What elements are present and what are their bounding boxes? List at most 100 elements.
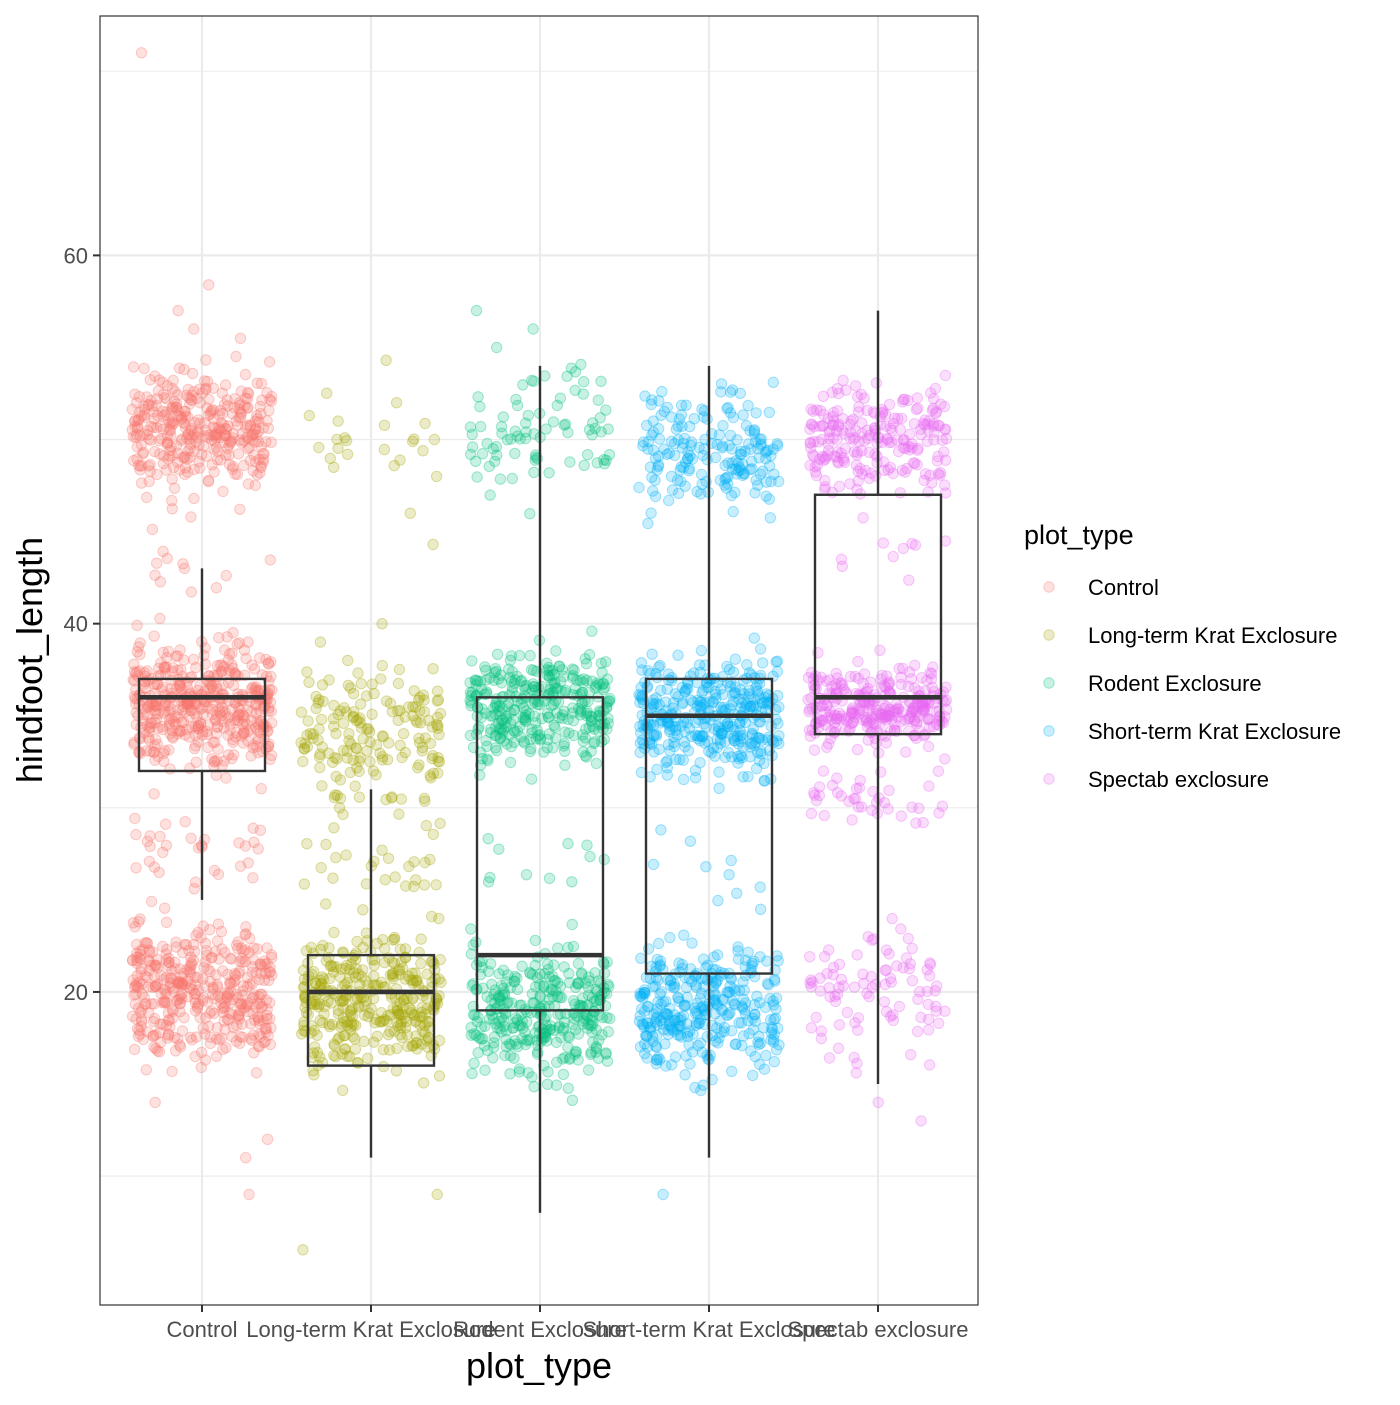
outlier-point: [149, 1096, 161, 1109]
data-point: [177, 416, 190, 429]
data-point: [131, 619, 143, 632]
data-point: [192, 427, 205, 439]
data-point: [680, 399, 692, 411]
data-point: [466, 428, 478, 441]
data-point: [757, 465, 769, 477]
data-point: [254, 824, 267, 836]
data-point: [188, 463, 200, 476]
data-point: [765, 450, 777, 462]
data-point: [802, 672, 815, 684]
outlier-point: [915, 1115, 927, 1127]
data-point: [582, 1064, 595, 1076]
data-point: [679, 432, 691, 445]
data-point: [488, 1031, 501, 1043]
data-point: [248, 836, 260, 848]
data-point: [532, 682, 545, 694]
data-point: [522, 409, 534, 422]
data-point: [142, 732, 155, 744]
data-point: [128, 454, 140, 467]
data-point: [804, 703, 816, 716]
data-point: [160, 661, 172, 673]
data-point: [172, 728, 184, 740]
data-point: [134, 460, 146, 472]
data-point: [213, 421, 225, 434]
outlier-point: [376, 618, 388, 630]
data-point: [177, 451, 189, 464]
data-point: [137, 1033, 150, 1046]
data-point: [197, 920, 210, 932]
data-point: [144, 465, 156, 477]
data-point: [197, 1022, 209, 1035]
data-point: [817, 390, 829, 402]
data-point: [690, 1019, 702, 1031]
data-point: [233, 967, 245, 979]
data-point: [179, 816, 191, 828]
data-point: [424, 853, 436, 866]
data-point: [253, 652, 266, 664]
data-point: [740, 954, 752, 966]
data-point: [215, 992, 227, 1004]
data-point: [252, 425, 265, 438]
data-point: [230, 731, 242, 743]
data-point: [695, 488, 707, 500]
data-point: [808, 744, 821, 756]
data-point: [179, 406, 191, 418]
data-point: [195, 1061, 208, 1074]
data-point: [233, 637, 246, 649]
data-point: [482, 965, 495, 978]
data-point: [684, 835, 697, 847]
data-point: [208, 466, 220, 478]
data-point: [763, 406, 775, 419]
data-point: [376, 659, 388, 672]
data-point: [234, 434, 246, 446]
data-point: [143, 725, 155, 738]
data-point: [245, 683, 258, 695]
data-point: [133, 391, 146, 403]
data-point: [857, 678, 870, 690]
data-point: [649, 474, 661, 486]
data-point: [229, 393, 241, 405]
data-point: [172, 650, 184, 662]
data-point: [331, 753, 343, 765]
data-point: [851, 1057, 863, 1070]
data-point: [188, 416, 201, 429]
data-point: [188, 742, 201, 755]
data-point: [831, 672, 843, 684]
data-point: [161, 429, 174, 441]
data-point: [265, 749, 278, 761]
data-point: [549, 721, 561, 733]
data-point: [303, 409, 315, 422]
data-point: [243, 441, 256, 454]
data-point: [425, 772, 437, 784]
data-point: [327, 872, 339, 884]
data-point: [228, 401, 241, 414]
data-point: [922, 740, 935, 753]
data-point: [669, 981, 681, 993]
data-point: [236, 730, 248, 742]
data-point: [172, 704, 185, 716]
data-point: [397, 728, 410, 740]
data-point: [157, 747, 170, 760]
data-point: [515, 999, 528, 1011]
data-point: [682, 745, 695, 757]
data-point: [182, 383, 194, 396]
data-point: [213, 632, 225, 644]
data-point: [246, 706, 258, 718]
data-point: [673, 957, 685, 969]
data-point: [211, 981, 224, 993]
data-point: [813, 781, 826, 793]
data-point: [148, 406, 160, 418]
data-point: [550, 645, 562, 657]
data-point: [185, 586, 198, 598]
data-point: [178, 418, 191, 430]
data-point: [209, 713, 222, 726]
data-point: [295, 706, 308, 718]
data-point: [259, 1036, 271, 1048]
data-point: [133, 413, 145, 426]
data-point: [178, 363, 190, 376]
data-point: [848, 981, 861, 993]
data-point: [330, 1050, 342, 1063]
data-point: [434, 817, 446, 830]
data-point: [252, 735, 264, 747]
data-point: [143, 398, 155, 411]
